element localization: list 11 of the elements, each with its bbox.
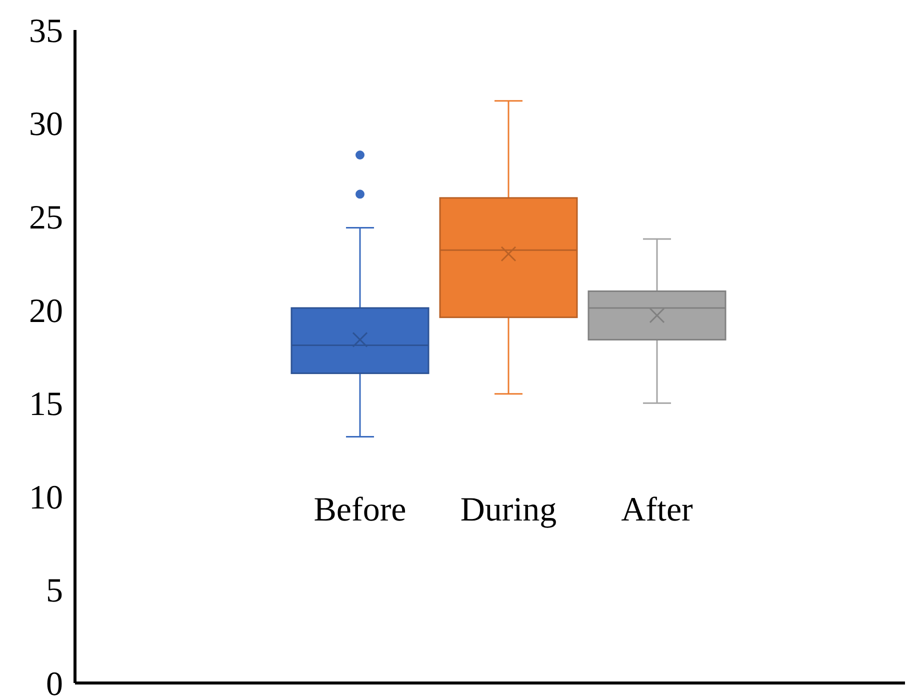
y-tick-label: 5 (46, 572, 63, 610)
x-tick-label: Before (314, 491, 406, 528)
x-tick-label: After (621, 491, 694, 528)
y-tick-label: 30 (29, 106, 63, 144)
y-tick-label: 0 (46, 666, 63, 700)
y-tick-label: 10 (29, 479, 63, 516)
y-tick-label: 15 (29, 386, 63, 424)
y-tick-label: 35 (29, 12, 63, 50)
x-tick-label: During (460, 491, 557, 528)
y-tick-label: 20 (29, 292, 63, 330)
y-tick-label: 25 (29, 199, 63, 236)
